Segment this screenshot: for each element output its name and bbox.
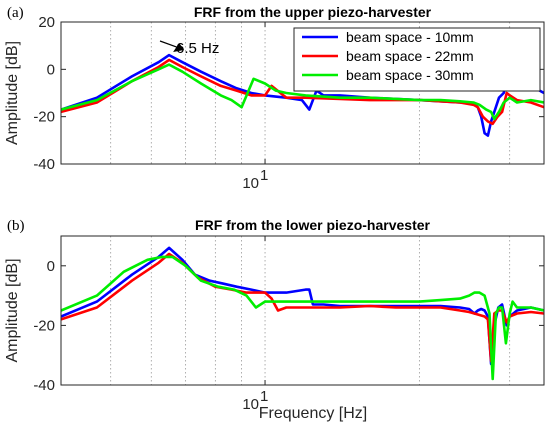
chart-title-b: FRF from the lower piezo-harvester [195, 217, 430, 233]
axes-box-b [60, 235, 545, 386]
series-line-b-3 [61, 255, 544, 381]
y-axis-label-b: Amplitude [dB] [4, 258, 21, 362]
axes-box-a [60, 21, 545, 165]
peak-annotation: 6.5 Hz [159, 40, 219, 57]
panel-label-b: (b) [7, 218, 25, 234]
x-tick-label-exponent-a: 1 [260, 167, 268, 184]
y-tick-label-a: 20 [38, 14, 55, 31]
y-tick-label-a: -40 [33, 156, 55, 173]
y-tick-label-b: -40 [33, 377, 55, 394]
series-group-b [61, 246, 544, 381]
y-tick-label-a: -20 [33, 109, 55, 126]
x-tick-label-a: 10 [242, 175, 259, 192]
x-tick-label-exponent-b: 1 [260, 388, 268, 405]
series-line-a-2 [61, 58, 544, 126]
panel-label-a: (a) [7, 5, 24, 21]
legend-box [293, 27, 541, 92]
annotation-arrow-line [159, 40, 180, 49]
y-tick-label-a: 0 [47, 61, 55, 78]
series-group-a [61, 53, 544, 137]
chart-title-a: FRF from the upper piezo-harvester [194, 4, 432, 20]
legend-entry-1: beam space - 10mm [346, 29, 474, 45]
panel-a-upper-harvester: 20 0 -20 -40 10 1 FRF from the upper piezo-har… [4, 4, 545, 192]
x-axis-label: Frequency [Hz] [259, 405, 367, 422]
legend-entry-3: beam space - 30mm [346, 67, 474, 83]
series-line-a-3 [61, 63, 544, 121]
annotation-arrow-head [173, 42, 185, 52]
y-tick-label-b: -20 [33, 317, 55, 334]
panel-b-lower-harvester: 0 -20 -40 10 1 FRF from the lower piezo-harve… [4, 217, 545, 413]
legend-entry-2: beam space - 22mm [346, 48, 474, 64]
x-tick-label-b: 10 [242, 396, 259, 413]
legend: beam space - 10mm beam space - 22mm beam s… [293, 27, 541, 92]
y-tick-label-b: 0 [47, 258, 55, 275]
y-axis-label-a: Amplitude [dB] [4, 41, 21, 145]
annotation-label: 6.5 Hz [176, 40, 219, 57]
